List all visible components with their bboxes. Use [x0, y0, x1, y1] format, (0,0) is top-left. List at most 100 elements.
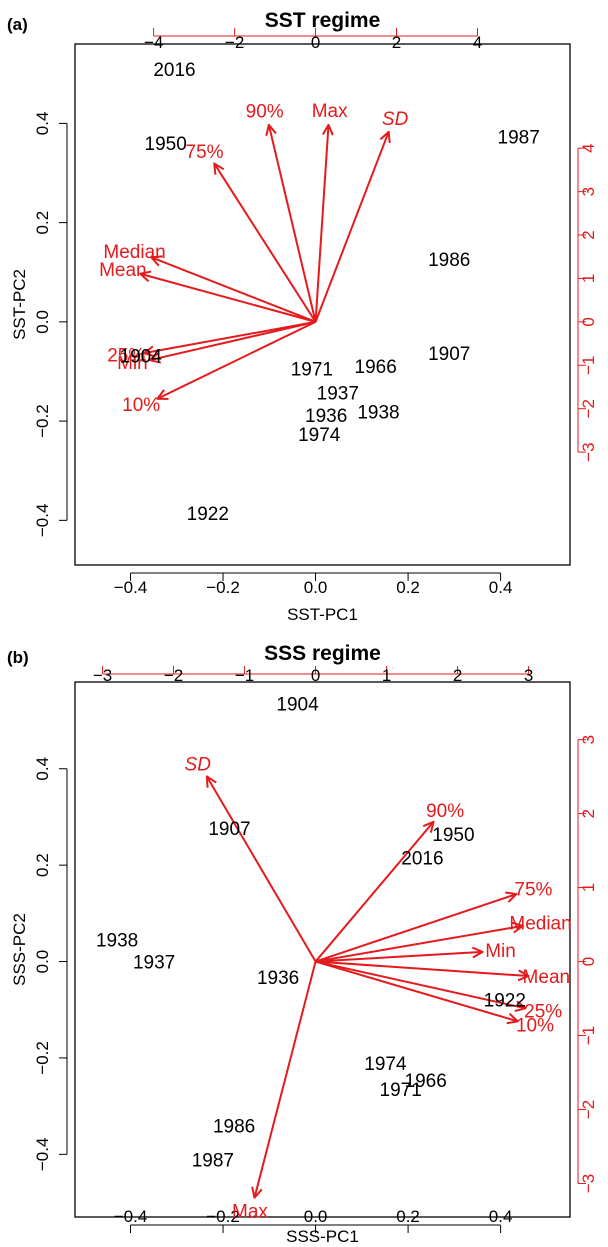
top-tick-label: 3: [524, 666, 533, 685]
right-tick-label: −1: [579, 1026, 598, 1045]
x-tick-label: 0.0: [304, 578, 328, 597]
loading-label: 75%: [186, 142, 224, 163]
x-axis-label: SSS-PC1: [286, 1227, 359, 1246]
loading-label: Mean: [523, 967, 571, 988]
year-label: 1971: [291, 360, 333, 381]
x-tick-label: 0.2: [396, 578, 420, 597]
right-tick-label: 0: [579, 957, 598, 966]
year-label: 1938: [357, 403, 399, 424]
loading-arrow: [150, 320, 316, 360]
y-axis-label: SSS-PC2: [10, 913, 29, 986]
right-tick-label: 2: [579, 809, 598, 818]
right-tick-label: 3: [579, 735, 598, 744]
loading-label: SD: [185, 754, 212, 775]
year-label: 1974: [364, 1054, 407, 1075]
loading-arrow: [269, 125, 317, 323]
chart-title: SSS regime: [264, 642, 381, 665]
right-tick-label: −2: [579, 1100, 598, 1119]
loading-arrow: [315, 960, 526, 1009]
plot-frame: [74, 43, 571, 566]
loading-arrow: [315, 952, 483, 963]
loading-label: Min: [117, 353, 148, 374]
year-label: 1950: [432, 825, 474, 846]
panel-letter: (b): [7, 648, 29, 667]
loading-label: Max: [312, 101, 348, 122]
loading-label: SD: [382, 109, 409, 130]
year-label: 1987: [498, 127, 540, 148]
loading-label: Max: [232, 1201, 268, 1222]
right-tick-label: −3: [579, 442, 598, 461]
right-tick-label: −2: [579, 399, 598, 418]
top-tick-label: 1: [382, 666, 391, 685]
loading-arrow: [157, 320, 316, 399]
year-label: 1937: [133, 953, 175, 974]
year-label: 1922: [187, 504, 229, 525]
loading-arrow: [315, 894, 517, 963]
loading-label: 10%: [516, 1015, 554, 1036]
top-tick-label: 0: [311, 33, 320, 52]
y-tick-label: −0.4: [33, 1138, 52, 1172]
panel-b-sss-biplot: (b) SSS regime −0.4 −0.2 0.0 0.2 0.4 SSS-PC1 −0.…: [7, 642, 598, 1246]
loading-arrow: [254, 961, 317, 1198]
year-label: 1986: [213, 1116, 255, 1137]
loading-label: Median: [103, 242, 165, 263]
y-tick-label: 0.2: [33, 211, 52, 235]
year-label: 1936: [257, 968, 299, 989]
top-tick-label: −2: [225, 33, 244, 52]
x-tick-label: 0.4: [489, 578, 513, 597]
y-tick-label: −0.2: [33, 404, 52, 438]
loading-arrow: [214, 164, 317, 323]
loading-label: Median: [509, 914, 571, 935]
y-tick-label: 0.0: [33, 310, 52, 334]
x-tick-label: −0.2: [206, 1207, 240, 1226]
loading-arrow: [314, 822, 434, 963]
y-tick-label: 0.0: [33, 950, 52, 974]
loading-arrow: [140, 274, 316, 323]
loading-arrow: [315, 926, 523, 963]
year-label: 2016: [153, 60, 195, 81]
loading-label: Mean: [99, 260, 147, 281]
right-tick-label: 4: [579, 143, 598, 152]
right-tick-label: 0: [579, 317, 598, 326]
loading-label: 90%: [246, 101, 284, 122]
x-tick-label: −0.4: [114, 1207, 148, 1226]
year-label: 1950: [145, 134, 187, 155]
loading-arrow: [314, 125, 329, 322]
loading-label: 75%: [514, 880, 552, 901]
chart-title: SST regime: [265, 9, 381, 32]
year-label: 1938: [96, 930, 138, 951]
year-label: 1987: [192, 1151, 234, 1172]
x-axis-label: SST-PC1: [287, 605, 358, 624]
loading-arrow: [314, 132, 389, 323]
year-label: 1966: [405, 1071, 447, 1092]
top-tick-label: −4: [144, 33, 163, 52]
right-tick-label: −1: [579, 356, 598, 375]
y-tick-label: 0.4: [33, 757, 52, 781]
y-tick-label: 0.2: [33, 853, 52, 877]
right-tick-label: 1: [579, 274, 598, 283]
year-label: 1974: [298, 425, 341, 446]
year-label: 1971: [380, 1080, 422, 1101]
loading-label: Min: [485, 941, 516, 962]
loading-label: 90%: [426, 801, 464, 822]
year-label: 1936: [305, 406, 347, 427]
year-label: 1937: [317, 383, 359, 404]
y-tick-label: −0.4: [33, 504, 52, 538]
loading-arrow: [144, 320, 316, 353]
top-tick-label: 0: [311, 666, 320, 685]
loading-label: 10%: [122, 395, 160, 416]
top-tick-label: −2: [164, 666, 183, 685]
y-axis-label: SST-PC2: [10, 269, 29, 340]
x-tick-label: 0.4: [489, 1207, 513, 1226]
x-tick-label: 0.2: [396, 1207, 420, 1226]
loading-arrow: [315, 960, 518, 1022]
right-tick-label: −3: [579, 1174, 598, 1193]
loading-arrow: [207, 776, 317, 963]
top-tick-label: 2: [392, 33, 401, 52]
panel-a-sst-biplot: (a) SST regime −0.4 −0.2 0.0 0.2 0.4 SST-PC1 −0.…: [7, 9, 598, 624]
year-label: 2016: [401, 848, 443, 869]
top-tick-label: −3: [93, 666, 112, 685]
x-tick-label: −0.2: [206, 578, 240, 597]
year-label: 1922: [484, 991, 526, 1012]
